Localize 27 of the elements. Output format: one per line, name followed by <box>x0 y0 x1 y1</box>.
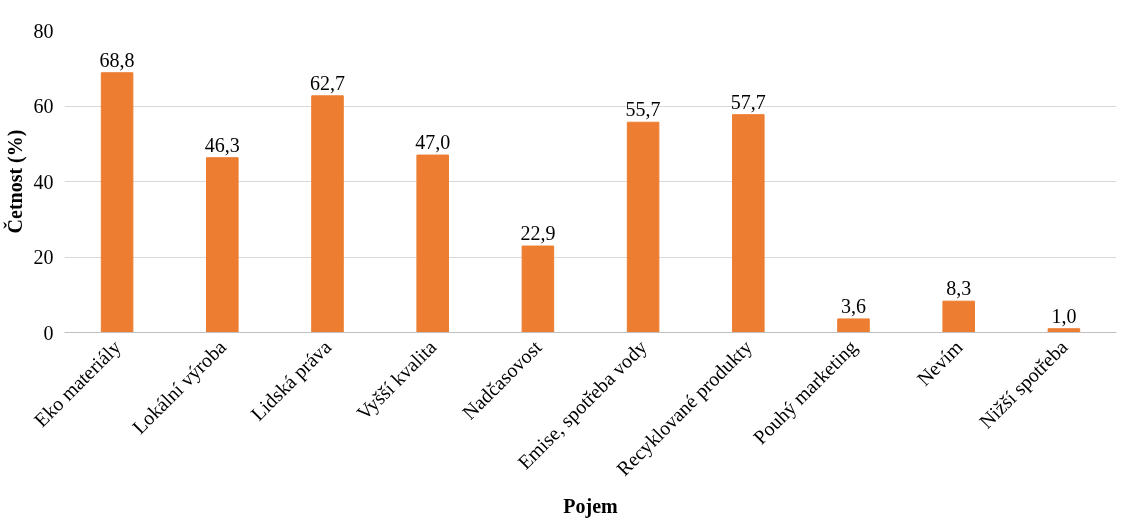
data-label: 62,7 <box>310 71 345 94</box>
bar <box>100 72 134 333</box>
data-label: 22,9 <box>520 222 556 245</box>
data-label: 47,0 <box>415 131 451 154</box>
data-label: 68,8 <box>99 48 135 71</box>
bar <box>521 245 555 333</box>
y-tick-label: 80 <box>33 19 54 42</box>
bar <box>942 300 975 333</box>
bar <box>732 114 765 333</box>
y-tick-label: 0 <box>43 321 54 344</box>
bar <box>1047 328 1081 333</box>
data-label: 55,7 <box>625 98 661 121</box>
bar <box>626 121 660 333</box>
data-label: 1,0 <box>1051 304 1077 327</box>
y-tick-label: 60 <box>33 95 54 117</box>
data-label: 57,7 <box>730 90 766 113</box>
bar <box>837 318 870 333</box>
data-label: 8,3 <box>946 277 972 300</box>
x-axis-title: Pojem <box>563 495 619 519</box>
y-tick-label: 20 <box>33 246 54 268</box>
bar <box>416 154 449 333</box>
data-label: 3,6 <box>841 294 866 317</box>
y-tick-label: 40 <box>33 170 54 193</box>
bar <box>206 157 239 333</box>
bar <box>311 95 344 333</box>
data-label: 46,3 <box>204 133 240 156</box>
y-axis-title: Četnost (%) <box>2 129 27 234</box>
